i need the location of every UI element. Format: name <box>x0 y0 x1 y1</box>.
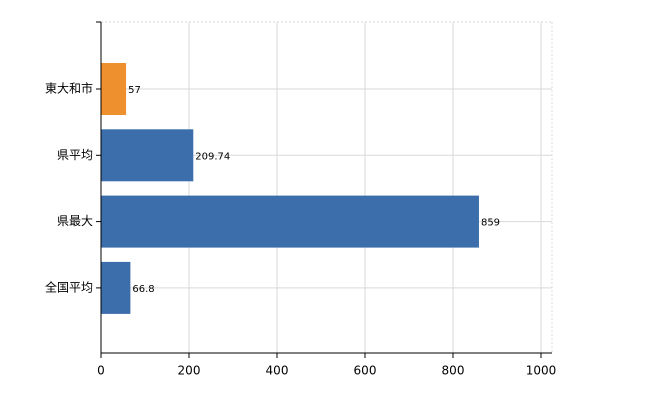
value-label: 209.74 <box>195 151 230 162</box>
x-tick-label: 200 <box>178 364 201 378</box>
x-tick-label: 1000 <box>526 364 557 378</box>
y-tick-label: 県平均 <box>57 148 93 162</box>
value-label: 66.8 <box>132 284 154 295</box>
bar <box>101 261 131 314</box>
value-label: 859 <box>481 218 500 229</box>
bar <box>101 63 127 115</box>
x-tick-label: 400 <box>266 364 289 378</box>
value-label: 57 <box>128 85 141 96</box>
x-tick-label: 600 <box>354 364 377 378</box>
bar <box>101 195 479 248</box>
y-tick-label: 全国平均 <box>45 279 93 294</box>
y-tick-label: 県最大 <box>57 214 93 228</box>
x-tick-label: 800 <box>442 364 465 378</box>
x-tick-label: 0 <box>97 364 105 378</box>
bar <box>101 129 194 182</box>
y-tick-label: 東大和市 <box>45 81 93 96</box>
